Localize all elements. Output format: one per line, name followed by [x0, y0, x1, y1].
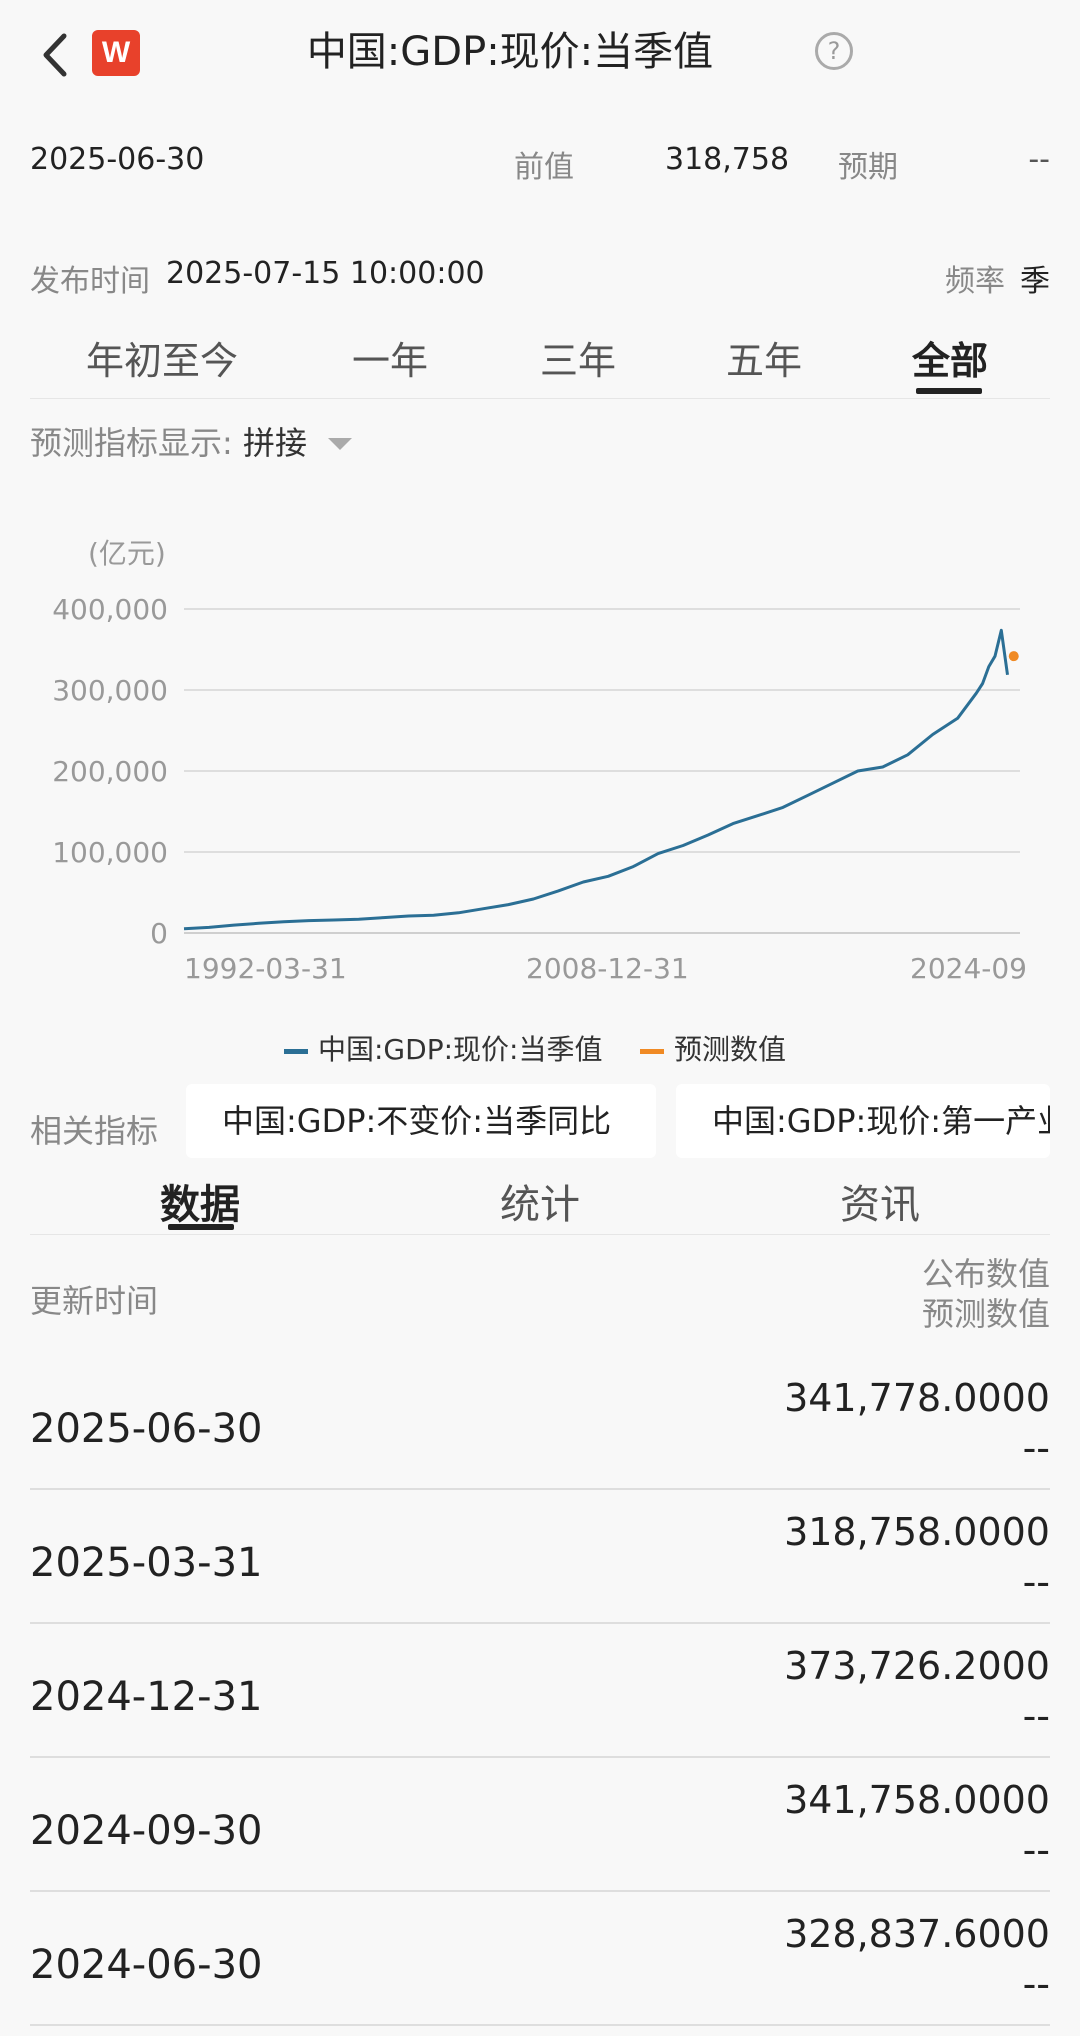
tab-statistics[interactable]: 统计	[500, 1182, 580, 1228]
tab-data[interactable]: 数据	[160, 1182, 240, 1228]
column-header-values: 公布数值 预测数值	[922, 1254, 1050, 1334]
help-icon[interactable]: ?	[815, 32, 853, 70]
frequency-value: 季	[1020, 264, 1050, 299]
column-header-forecast: 预测数值	[921, 1295, 1050, 1333]
tab-all[interactable]: 全部	[911, 339, 988, 383]
forecast-point	[1008, 651, 1019, 662]
period-date: 2025-06-30	[30, 142, 205, 177]
release-time: 2025-07-15 10:00:00	[166, 256, 485, 291]
legend-label: 预测数值	[674, 1033, 787, 1066]
legend-swatch	[640, 1048, 664, 1054]
row-date: 2025-03-31	[30, 1540, 263, 1586]
release-label: 发布时间	[30, 264, 150, 299]
legend-label: 中国:GDP:现价:当季值	[318, 1033, 603, 1066]
x-tick-label: 2008-12-31	[526, 952, 689, 985]
chevron-left-icon	[43, 33, 67, 77]
forecast-display-selector[interactable]: 预测指标显示: 拼接	[30, 418, 355, 464]
y-tick-label: 200,000	[52, 755, 168, 788]
row-forecast: --	[1022, 1962, 1050, 2006]
tab-indicator	[168, 1224, 234, 1230]
back-button[interactable]	[36, 30, 76, 80]
y-tick-label: 300,000	[52, 674, 168, 707]
row-published: 341,778.0000	[784, 1376, 1050, 1420]
table-row[interactable]: 2024-12-31 373,726.2000 --	[30, 1624, 1050, 1758]
related-chip[interactable]: 中国:GDP:现价:第一产业	[676, 1084, 1050, 1158]
y-tick-label: 0	[150, 917, 168, 950]
prev-label: 前值	[514, 150, 574, 185]
tab-ytd[interactable]: 年初至今	[85, 339, 238, 383]
page-title: 中国:GDP:现价:当季值	[306, 29, 714, 75]
row-published: 341,758.0000	[784, 1778, 1050, 1822]
table-row[interactable]: 2024-06-30 328,837.6000 --	[30, 1892, 1050, 2026]
row-published: 328,837.6000	[784, 1912, 1050, 1956]
series-line-gdp	[183, 628, 1009, 931]
line-chart	[183, 608, 1020, 934]
tab-5y[interactable]: 五年	[725, 339, 802, 383]
row-published: 318,758.0000	[784, 1510, 1050, 1554]
frequency-label: 频率	[945, 264, 1005, 299]
row-published: 373,726.2000	[784, 1644, 1050, 1688]
row-date: 2024-09-30	[30, 1808, 263, 1854]
x-tick-label: 1992-03-31	[184, 952, 347, 985]
app-logo: W	[92, 30, 140, 76]
legend-item-forecast: 预测数值	[640, 1028, 786, 1068]
y-tick-label: 100,000	[52, 836, 168, 869]
row-date: 2024-12-31	[30, 1674, 263, 1720]
expected-value: --	[1028, 142, 1050, 177]
row-forecast: --	[1022, 1694, 1050, 1738]
row-date: 2024-06-30	[30, 1942, 263, 1988]
prev-value: 318,758	[665, 142, 790, 177]
table-row[interactable]: 2024-09-30 341,758.0000 --	[30, 1758, 1050, 1892]
row-forecast: --	[1022, 1560, 1050, 1604]
related-label: 相关指标	[30, 1112, 159, 1150]
y-tick-label: 400,000	[52, 593, 168, 626]
caret-down-icon	[328, 438, 353, 450]
expected-label: 预期	[838, 150, 898, 185]
tab-indicator	[916, 388, 982, 394]
related-chip[interactable]: 中国:GDP:不变价:当季同比	[186, 1084, 656, 1158]
y-axis-unit: (亿元)	[88, 537, 166, 570]
row-forecast: --	[1022, 1828, 1050, 1872]
row-date: 2025-06-30	[30, 1406, 263, 1452]
divider	[30, 1234, 1050, 1235]
tab-3y[interactable]: 三年	[539, 339, 616, 383]
divider	[30, 398, 1050, 399]
forecast-display-value: 拼接	[242, 424, 307, 462]
forecast-display-label: 预测指标显示:	[30, 424, 233, 462]
legend-item-gdp: 中国:GDP:现价:当季值	[284, 1028, 602, 1068]
row-forecast: --	[1022, 1426, 1050, 1470]
x-tick-label: 2024-09	[910, 952, 1027, 985]
tab-news[interactable]: 资讯	[840, 1182, 920, 1228]
legend-swatch	[284, 1048, 308, 1054]
column-header-time: 更新时间	[30, 1282, 159, 1320]
tab-1y[interactable]: 一年	[351, 339, 428, 383]
column-header-published: 公布数值	[921, 1255, 1050, 1293]
table-row[interactable]: 2025-03-31 318,758.0000 --	[30, 1490, 1050, 1624]
table-row[interactable]: 2025-06-30 341,778.0000 --	[30, 1356, 1050, 1490]
